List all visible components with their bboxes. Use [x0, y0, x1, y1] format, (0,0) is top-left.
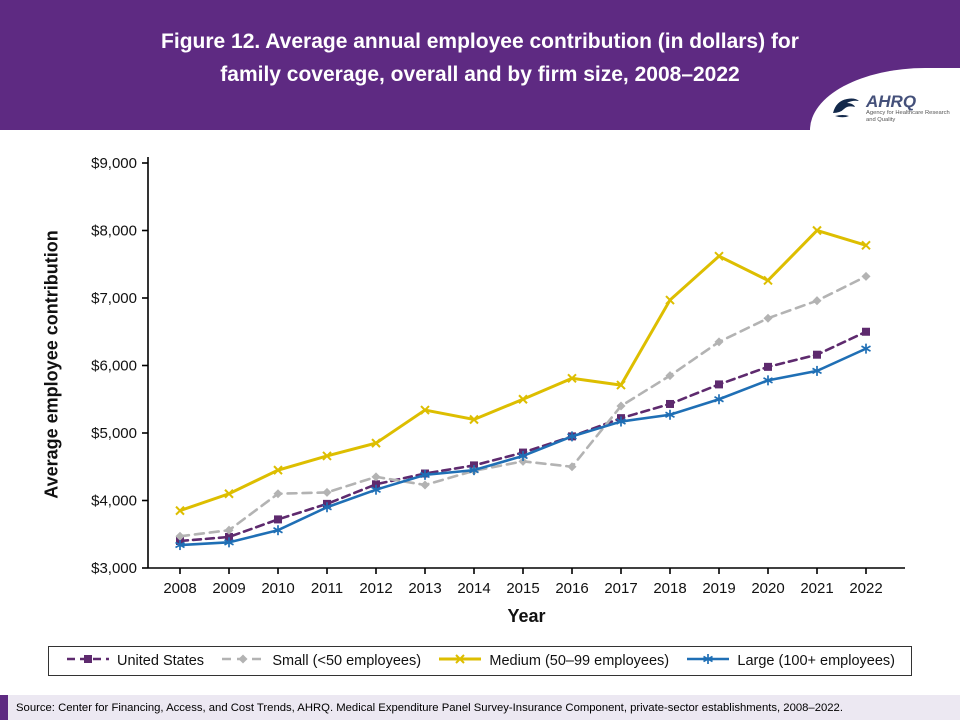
- legend-item-small-firms: Small (<50 employees): [220, 651, 421, 671]
- svg-text:$3,000: $3,000: [91, 560, 137, 577]
- ahrq-logo-name: AHRQ: [866, 91, 917, 111]
- svg-text:$9,000: $9,000: [91, 155, 137, 172]
- svg-text:2019: 2019: [702, 580, 735, 597]
- svg-text:2009: 2009: [212, 580, 245, 597]
- legend-item-medium-firms: Medium (50–99 employees): [437, 651, 669, 671]
- svg-text:2011: 2011: [311, 580, 343, 597]
- legend-item-large-firms: Large (100+ employees): [685, 651, 895, 671]
- figure-title: Figure 12. Average annual employee contr…: [60, 26, 900, 91]
- legend-swatch-medium-firms: [437, 651, 483, 671]
- source-text: Source: Center for Financing, Access, an…: [16, 701, 843, 714]
- svg-text:$4,000: $4,000: [91, 493, 137, 510]
- svg-text:$5,000: $5,000: [91, 425, 137, 442]
- legend-label-large-firms: Large (100+ employees): [737, 653, 895, 669]
- svg-text:2016: 2016: [555, 580, 588, 597]
- header-banner: Figure 12. Average annual employee contr…: [0, 0, 960, 130]
- svg-text:$6,000: $6,000: [91, 358, 137, 375]
- footer-accent-bar: [0, 695, 8, 720]
- legend-item-united-states: United States: [65, 651, 204, 671]
- legend-label-medium-firms: Medium (50–99 employees): [489, 653, 670, 669]
- svg-text:$8,000: $8,000: [91, 223, 137, 240]
- svg-text:2014: 2014: [457, 580, 490, 597]
- svg-text:2008: 2008: [163, 580, 196, 597]
- x-axis-title: Year: [507, 606, 546, 626]
- svg-text:2020: 2020: [751, 580, 784, 597]
- figure-title-line1: Figure 12. Average annual employee contr…: [161, 30, 799, 53]
- svg-text:2010: 2010: [261, 580, 294, 597]
- line-chart: $3,000 $4,000 $5,000 $6,000 $7,000 $8,000 $9,0…: [91, 155, 905, 597]
- legend-swatch-small-firms: [220, 651, 266, 671]
- svg-text:2015: 2015: [506, 580, 539, 597]
- svg-text:2021: 2021: [800, 580, 833, 597]
- ahrq-logo-tagline: Agency for Healthcare Research and Quali…: [866, 109, 950, 123]
- svg-text:$7,000: $7,000: [91, 290, 137, 307]
- figure-title-line2: family coverage, overall and by firm siz…: [220, 62, 740, 86]
- ahrq-logo-text: AHRQ Agency for Healthcare Research and …: [866, 93, 952, 124]
- svg-text:2018: 2018: [653, 580, 686, 597]
- chart-legend: United States Small (<50 employees) Medi…: [48, 646, 912, 676]
- legend-swatch-united-states: [65, 651, 111, 671]
- legend-label-small-firms: Small (<50 employees): [272, 653, 422, 669]
- hhs-eagle-icon: [833, 98, 859, 118]
- svg-text:2017: 2017: [604, 580, 637, 597]
- svg-text:2022: 2022: [849, 580, 882, 597]
- svg-text:2012: 2012: [359, 580, 392, 597]
- source-footer: Source: Center for Financing, Access, an…: [0, 695, 960, 720]
- ahrq-logo: AHRQ Agency for Healthcare Research and …: [831, 93, 952, 124]
- legend-label-united-states: United States: [117, 653, 205, 669]
- svg-text:2013: 2013: [408, 580, 441, 597]
- legend-swatch-large-firms: [685, 651, 731, 671]
